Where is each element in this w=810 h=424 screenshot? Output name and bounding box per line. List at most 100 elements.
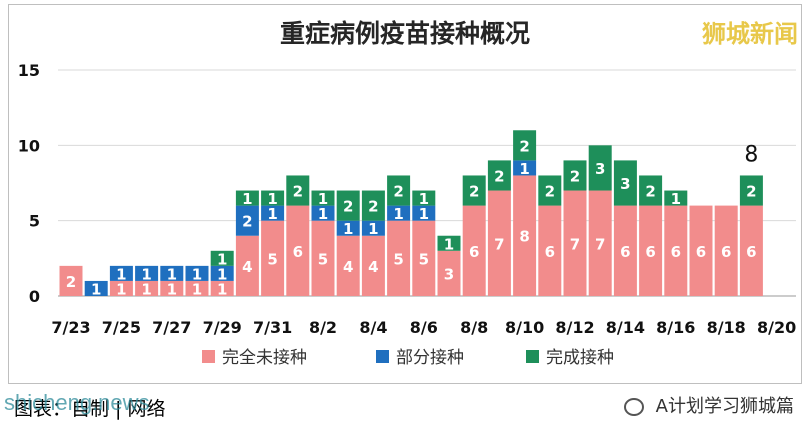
bar-segment <box>235 190 259 206</box>
bar-segment <box>714 205 738 296</box>
bar-segment <box>59 265 83 296</box>
bar-value-label: 6 <box>746 243 756 261</box>
bar-value-label: 3 <box>444 265 454 283</box>
bar-value-label: 1 <box>671 190 681 208</box>
bar-value-label: 1 <box>167 280 177 298</box>
x-tick-label: 8/14 <box>606 318 645 337</box>
wechat-icon <box>623 398 644 416</box>
bar-value-label: 1 <box>141 265 151 283</box>
bar-segment <box>311 190 335 206</box>
bar-segment <box>563 160 587 191</box>
y-tick-label: 0 <box>29 287 40 306</box>
footer-watermark: shicheng.news <box>4 390 150 415</box>
bar-segment <box>210 280 234 296</box>
bar-segment <box>185 265 209 281</box>
bar-value-label: 4 <box>343 258 353 276</box>
bar-value-label: 7 <box>494 235 504 253</box>
bar-value-label: 6 <box>469 243 479 261</box>
bar-value-label: 1 <box>141 280 151 298</box>
bar-value-label: 2 <box>242 213 252 231</box>
bar-segment <box>437 235 461 251</box>
bar-segment <box>311 220 335 296</box>
bar-segment <box>538 205 562 296</box>
bar-segment <box>135 280 159 296</box>
bar-segment <box>109 280 133 296</box>
bar-segment <box>639 205 663 296</box>
bar-value-label: 5 <box>318 250 328 268</box>
bar-value-label: 1 <box>192 265 202 283</box>
bar-segment <box>563 190 587 296</box>
bar-value-label: 5 <box>419 250 429 268</box>
bar-value-label: 1 <box>267 190 277 208</box>
bar-segment <box>639 175 663 206</box>
footer: 图表：自制 | 网络 shicheng.news A计划学习狮城篇 <box>0 386 810 424</box>
bar-value-label: 4 <box>368 258 378 276</box>
bar-segment <box>84 280 108 296</box>
bar-value-label: 2 <box>645 183 655 201</box>
bar-value-label: 7 <box>595 235 605 253</box>
bar-value-label: 2 <box>545 183 555 201</box>
bar-value-label: 1 <box>242 190 252 208</box>
bar-value-label: 4 <box>242 258 252 276</box>
bar-value-label: 1 <box>116 265 126 283</box>
legend-swatch <box>202 350 215 363</box>
bar-value-label: 1 <box>444 235 454 253</box>
bar-segment <box>336 190 360 221</box>
bar-value-label: 1 <box>519 160 529 178</box>
x-tick-label: 8/16 <box>656 318 695 337</box>
x-tick-label: 7/23 <box>51 318 90 337</box>
bar-segment <box>739 175 763 206</box>
bar-value-label: 1 <box>217 250 227 268</box>
x-tick-label: 7/31 <box>253 318 292 337</box>
bar-segment <box>160 265 184 281</box>
bar-segment <box>261 190 285 206</box>
bar-segment <box>437 250 461 296</box>
bar-segment <box>513 175 537 296</box>
bar-segment <box>235 205 259 236</box>
bar-segment <box>613 160 637 206</box>
x-tick-label: 7/29 <box>203 318 242 337</box>
bar-value-label: 3 <box>620 175 630 193</box>
bar-value-label: 7 <box>570 235 580 253</box>
bar-value-label: 1 <box>368 220 378 238</box>
bar-segment <box>286 175 310 206</box>
bar-segment <box>261 220 285 296</box>
bar-segment <box>538 175 562 206</box>
bar-segment <box>588 190 612 296</box>
bar-value-label: 1 <box>419 205 429 223</box>
bar-segment <box>462 205 486 296</box>
bar-value-label: 1 <box>318 205 328 223</box>
legend-swatch <box>526 350 539 363</box>
bar-value-label: 2 <box>293 183 303 201</box>
bar-segment <box>109 265 133 281</box>
x-tick-label: 8/4 <box>359 318 387 337</box>
bar-value-label: 2 <box>519 137 529 155</box>
bar-value-label: 1 <box>192 280 202 298</box>
bar-segment <box>513 160 537 176</box>
x-tick-label: 8/8 <box>460 318 488 337</box>
watermark-logo-text: 狮城新闻 <box>702 20 798 48</box>
bar-segment <box>361 235 385 296</box>
bar-segment <box>739 205 763 296</box>
bar-segment <box>487 160 511 191</box>
y-tick-label: 15 <box>18 61 40 80</box>
x-tick-label: 7/27 <box>152 318 191 337</box>
bar-segment <box>412 205 436 221</box>
bar-segment <box>588 145 612 191</box>
bar-segment <box>336 235 360 296</box>
bar-segment <box>210 250 234 266</box>
bar-value-label: 1 <box>217 265 227 283</box>
legend-label: 完成接种 <box>546 348 614 368</box>
bar-segment <box>412 190 436 206</box>
bar-value-label: 2 <box>343 198 353 216</box>
bar-value-label: 3 <box>595 160 605 178</box>
bar-value-label: 2 <box>746 183 756 201</box>
bar-value-label: 1 <box>267 205 277 223</box>
bar-value-label: 2 <box>469 183 479 201</box>
bar-value-label: 5 <box>393 250 403 268</box>
bar-segment <box>160 280 184 296</box>
bar-segment <box>286 205 310 296</box>
bar-value-label: 6 <box>645 243 655 261</box>
bar-value-label: 1 <box>167 265 177 283</box>
bar-segment <box>361 190 385 221</box>
